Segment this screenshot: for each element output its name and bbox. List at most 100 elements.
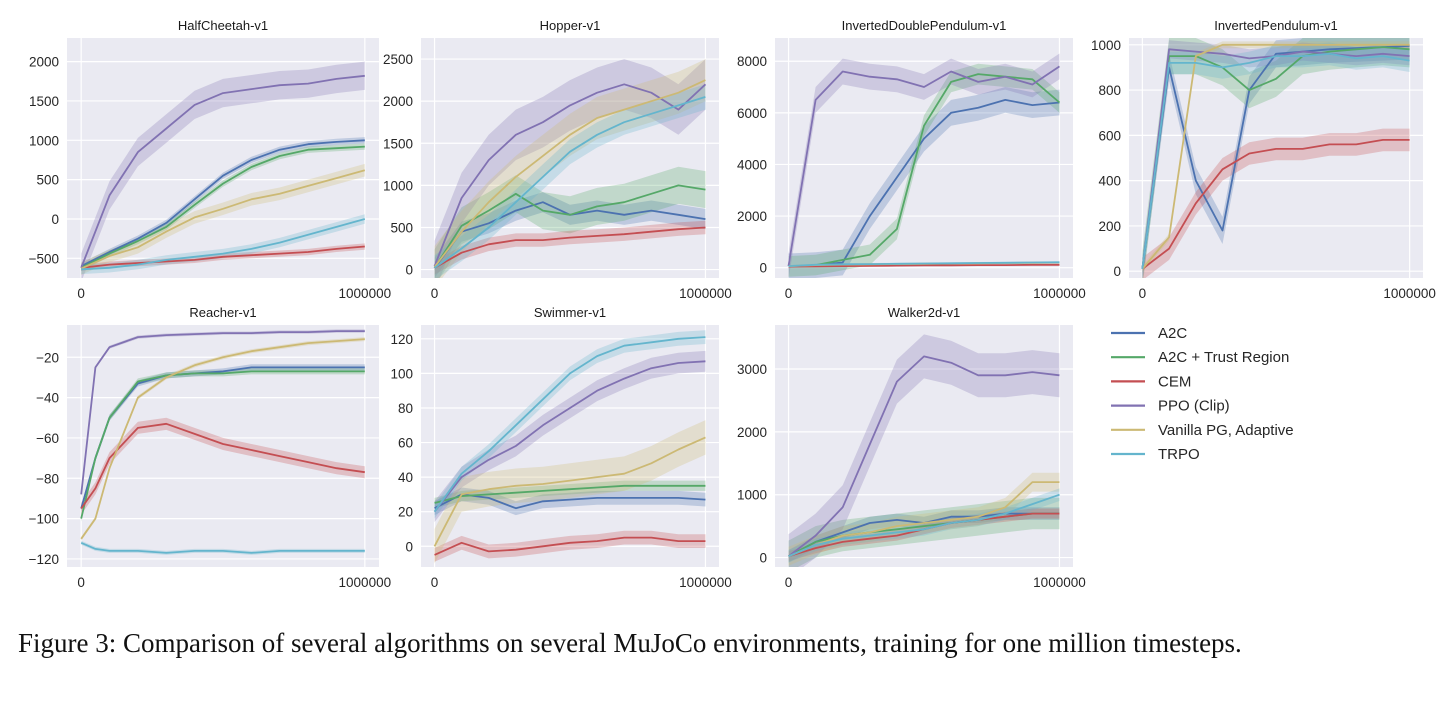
x-tick-label: 0 [431, 575, 439, 590]
y-tick-label: 40 [398, 470, 413, 485]
x-tick-label: 1000000 [679, 286, 732, 301]
x-tick-label: 1000000 [1033, 575, 1086, 590]
x-tick-label: 0 [431, 286, 439, 301]
series-group [787, 53, 1061, 278]
chart-reacher-v1: Reacher-v1 −120 −100 −80 −60 −40 −20 0 1000000 [29, 305, 392, 590]
y-tick-label: 1500 [383, 136, 413, 151]
legend-label-cem: CEM [1158, 373, 1191, 390]
y-tick-label: 1000 [29, 133, 59, 148]
line-cem [81, 245, 365, 269]
line-trpo [81, 218, 366, 271]
chart-inverteddoublependulum-v1: InvertedDoublePendulum-v1 0 2000 4000 6000 80… [737, 18, 1086, 301]
line-cem [788, 263, 1060, 268]
line-a2c [80, 139, 365, 268]
series-group [80, 61, 366, 278]
band-ppo-clip [81, 61, 365, 278]
series-group [433, 330, 706, 564]
y-tick-label: 100 [390, 366, 413, 381]
chart-title: Reacher-v1 [189, 305, 256, 320]
legend-label-vanilla-pg-adaptive: Vanilla PG, Adaptive [1158, 422, 1294, 439]
line-cem [80, 422, 365, 510]
x-tick-label: 0 [77, 286, 85, 301]
line-ppo-clip [80, 330, 365, 495]
y-tick-label: 1500 [29, 94, 59, 109]
band-a2c-trust-region [434, 480, 706, 509]
line-vanilla-pg-adaptive [80, 169, 366, 270]
x-tick-label: 1000000 [1383, 286, 1436, 301]
legend: A2C A2C + Trust Region CEM PPO (Clip) Vanill… [1111, 325, 1294, 463]
y-tick-label: 2000 [383, 94, 413, 109]
y-tick-label: 0 [759, 261, 767, 276]
chart-title: InvertedDoublePendulum-v1 [842, 18, 1007, 33]
chart-hopper-v1: Hopper-v1 0 500 1000 1500 2000 2500 0 1000000 [383, 18, 732, 301]
y-tick-label: −80 [36, 471, 59, 486]
line-vanilla-pg-adaptive [80, 338, 365, 540]
y-tick-label: −120 [29, 552, 59, 567]
line-trpo [80, 541, 365, 554]
plot-area [67, 38, 379, 278]
band-trpo [81, 214, 365, 275]
chart-title: HalfCheetah-v1 [178, 18, 268, 33]
y-tick-label: 60 [398, 436, 413, 451]
band-ppo-clip [788, 53, 1060, 278]
band-vanilla-pg-adaptive [788, 472, 1060, 566]
y-tick-label: 80 [398, 401, 413, 416]
band-cem [434, 220, 706, 275]
x-tick-label: 1000000 [339, 575, 392, 590]
legend-label-a2c: A2C [1158, 325, 1187, 342]
line-a2c [434, 493, 706, 510]
line-ppo-clip [787, 65, 1060, 267]
band-cem [788, 508, 1060, 562]
series-group [80, 329, 365, 555]
y-tick-label: 0 [51, 212, 59, 227]
x-tick-label: 1000000 [1033, 286, 1086, 301]
band-a2c [788, 87, 1060, 278]
x-tick-label: 1000000 [679, 575, 732, 590]
line-cem [434, 226, 706, 269]
chart-swimmer-v1: Swimmer-v1 0 20 40 60 80 100 120 0 1000000 [390, 305, 731, 590]
band-cem [81, 417, 365, 515]
line-vanilla-pg-adaptive [1141, 43, 1410, 270]
y-tick-label: 3000 [737, 362, 767, 377]
line-vanilla-pg-adaptive [433, 436, 706, 547]
series-group [787, 334, 1060, 567]
y-tick-label: 500 [390, 220, 413, 235]
line-cem [1141, 138, 1410, 270]
y-tick-label: 120 [390, 332, 413, 347]
line-ppo-clip [433, 360, 706, 513]
y-tick-label: 2000 [737, 209, 767, 224]
series-group [433, 59, 707, 278]
y-tick-label: 0 [759, 551, 767, 566]
y-tick-label: −60 [36, 431, 59, 446]
y-tick-label: 600 [1098, 128, 1121, 143]
line-trpo [1141, 52, 1410, 270]
y-tick-label: 2000 [737, 425, 767, 440]
y-tick-label: 800 [1098, 83, 1121, 98]
chart-title: Walker2d-v1 [888, 305, 960, 320]
band-a2c [788, 507, 1060, 563]
line-trpo [788, 493, 1060, 558]
legend-label-a2c-trust-region: A2C + Trust Region [1158, 349, 1289, 366]
band-vanilla-pg-adaptive [434, 420, 706, 564]
line-a2c [788, 99, 1060, 268]
y-tick-label: 200 [1098, 219, 1121, 234]
line-vanilla-pg-adaptive [433, 79, 706, 268]
y-tick-label: 0 [405, 539, 413, 554]
y-tick-label: 0 [1113, 264, 1121, 279]
y-tick-label: −20 [36, 350, 59, 365]
legend-label-ppo-clip: PPO (Clip) [1158, 398, 1230, 415]
y-tick-label: 6000 [737, 106, 767, 121]
line-trpo [433, 96, 706, 269]
line-trpo [433, 336, 706, 513]
line-a2c-trust-region [433, 184, 706, 269]
band-vanilla-pg-adaptive [81, 163, 365, 275]
legend-label-trpo: TRPO [1158, 446, 1200, 463]
chart-halfcheetah-v1: HalfCheetah-v1 −500 0 500 1000 1500 2000 0 10000… [29, 18, 392, 301]
band-a2c [434, 487, 706, 516]
line-a2c-trust-region [80, 145, 365, 269]
y-tick-label: 1000 [1091, 38, 1121, 53]
y-tick-label: 500 [36, 173, 59, 188]
band-a2c-trust-region [434, 166, 706, 278]
y-tick-label: 400 [1098, 174, 1121, 189]
